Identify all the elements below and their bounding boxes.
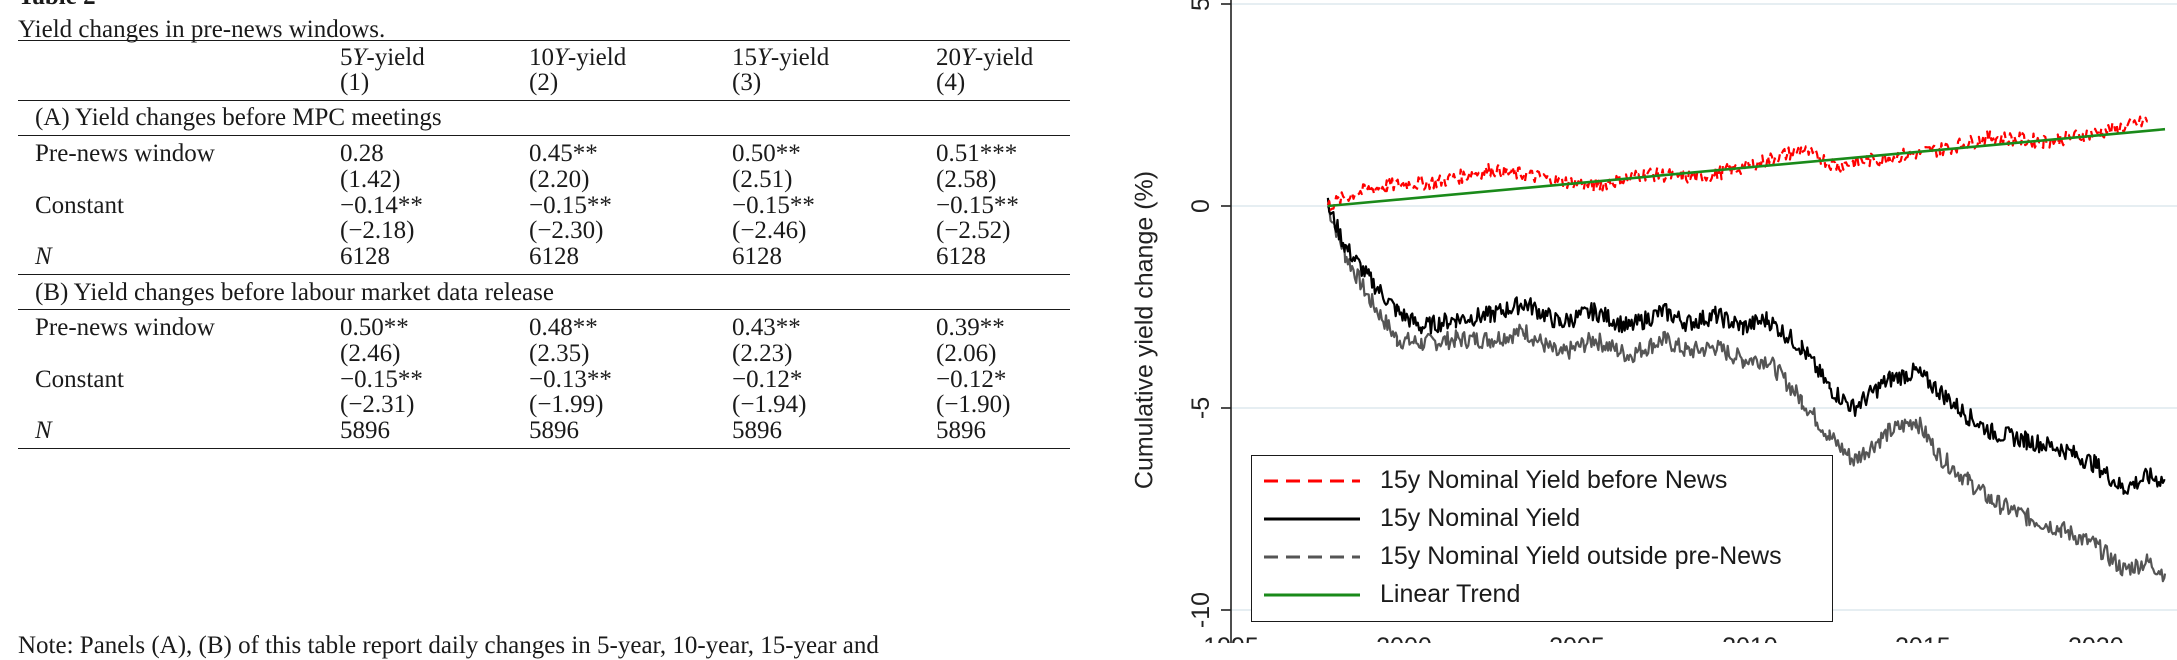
regression-table: Table 2 Yield changes in pre-news window…: [18, 0, 1070, 659]
table-cell: 6128: [732, 243, 782, 270]
col-number-1: (1): [340, 69, 370, 96]
legend-item-linear-trend: Linear Trend: [1260, 578, 1820, 612]
table-cell: (−2.46): [732, 217, 807, 244]
row-label: Constant: [35, 366, 124, 393]
table-cell: −0.12*: [936, 366, 1007, 393]
panel-b-title: (B) Yield changes before labour market d…: [35, 279, 554, 306]
col-header-15y: 15Y-yield: [732, 44, 830, 71]
table-cell: (−1.94): [732, 391, 807, 418]
row-label: Constant: [35, 192, 124, 219]
legend-item-nominal: 15y Nominal Yield: [1260, 502, 1820, 536]
legend-label: Linear Trend: [1380, 580, 1521, 608]
table-cell: (1.42): [340, 166, 401, 193]
legend-item-outside-pre-news: 15y Nominal Yield outside pre-News: [1260, 540, 1820, 574]
table-cell: −0.15**: [936, 192, 1019, 219]
series-line-2: [1326, 205, 2167, 583]
row-label: N: [35, 417, 52, 444]
table-cell: 5896: [936, 417, 986, 444]
table-note: Note: Panels (A), (B) of this table repo…: [18, 632, 879, 659]
table-cell: (2.20): [529, 166, 590, 193]
table-cell: (2.51): [732, 166, 793, 193]
table-cell: (−2.18): [340, 217, 415, 244]
table-cell: 6128: [936, 243, 986, 270]
legend-label: 15y Nominal Yield before News: [1380, 466, 1728, 494]
x-tick-label: 2020: [2068, 633, 2124, 643]
legend-label: 15y Nominal Yield: [1380, 504, 1581, 532]
table-cell: 0.51***: [936, 140, 1018, 167]
x-tick-label: 2015: [1895, 633, 1951, 643]
legend-label: 15y Nominal Yield outside pre-News: [1380, 542, 1782, 570]
table-cell: 5896: [732, 417, 782, 444]
col-header-10y: 10Y-yield: [529, 44, 627, 71]
col-number-3: (3): [732, 69, 762, 96]
table-cell: (−2.30): [529, 217, 604, 244]
chart-legend: 15y Nominal Yield before News 15y Nomina…: [1251, 455, 1833, 622]
table-cell: −0.15**: [529, 192, 612, 219]
table-cell: 0.28: [340, 140, 384, 167]
table-cell: 5896: [340, 417, 390, 444]
col-number-2: (2): [529, 69, 559, 96]
table-cell: 0.50**: [340, 314, 409, 341]
table-cell: (−2.52): [936, 217, 1011, 244]
table-cell: (2.35): [529, 340, 590, 367]
table-cell: 0.50**: [732, 140, 801, 167]
table-cell: (2.06): [936, 340, 997, 367]
col-header-5y: 5Y-yield: [340, 44, 425, 71]
table-cell: 0.45**: [529, 140, 598, 167]
table-cell: (−1.99): [529, 391, 604, 418]
table-cell: 0.39**: [936, 314, 1005, 341]
table-cell: (2.23): [732, 340, 793, 367]
table-cell: (2.58): [936, 166, 997, 193]
header-rule: [18, 100, 1070, 101]
col-number-4: (4): [936, 69, 966, 96]
table-cell: −0.13**: [529, 366, 612, 393]
y-tick-label: -10: [1187, 592, 1215, 628]
table-cell: (2.46): [340, 340, 401, 367]
table-cell: −0.15**: [340, 366, 423, 393]
panel-a-title: (A) Yield changes before MPC meetings: [35, 104, 442, 131]
row-label: Pre-news window: [35, 314, 215, 341]
row-label: N: [35, 243, 52, 270]
x-tick-label: 2010: [1722, 633, 1778, 643]
table-cell: −0.12*: [732, 366, 803, 393]
table-cell: 0.48**: [529, 314, 598, 341]
panel-b-top-rule: [18, 274, 1070, 275]
table-cell: (−1.90): [936, 391, 1011, 418]
table-cell: −0.14**: [340, 192, 423, 219]
y-tick-label: -5: [1187, 397, 1215, 419]
table-cell: 6128: [340, 243, 390, 270]
table-cell: −0.15**: [732, 192, 815, 219]
legend-item-before-news: 15y Nominal Yield before News: [1260, 464, 1820, 498]
x-tick-label: 2005: [1549, 633, 1605, 643]
panel-a-rule: [18, 135, 1070, 136]
table-label: Table 2: [18, 0, 96, 11]
table-cell: 0.43**: [732, 314, 801, 341]
series-line-1: [1326, 197, 2166, 495]
table-caption: Yield changes in pre-news windows.: [18, 16, 386, 43]
table-bottom-rule: [18, 448, 1070, 449]
col-header-20y: 20Y-yield: [936, 44, 1034, 71]
table-cell: 6128: [529, 243, 579, 270]
series-line-0: [1326, 115, 2149, 211]
table-cell: (−2.31): [340, 391, 415, 418]
y-tick-label: 0: [1187, 199, 1215, 213]
row-label: Pre-news window: [35, 140, 215, 167]
panel-b-rule: [18, 309, 1070, 310]
table-top-rule: [18, 40, 1070, 41]
y-tick-label: 5: [1187, 0, 1215, 11]
x-tick-label: 1995: [1203, 633, 1259, 643]
x-tick-label: 2000: [1376, 633, 1432, 643]
table-cell: 5896: [529, 417, 579, 444]
series-line-3: [1327, 127, 2166, 208]
